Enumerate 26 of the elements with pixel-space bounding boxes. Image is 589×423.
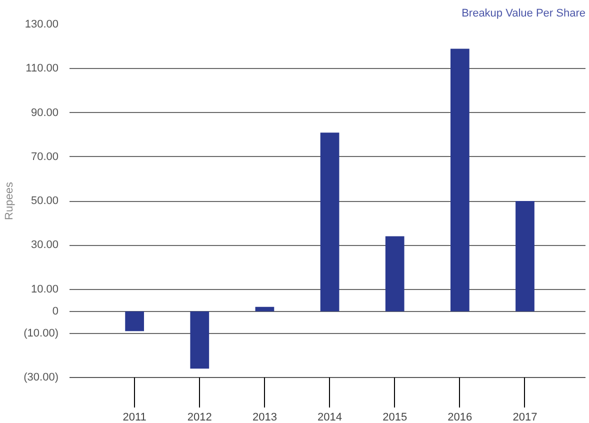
y-tick-label: 10.00 <box>30 283 59 296</box>
y-axis-title: Rupees <box>4 182 16 220</box>
y-tick-label: 90.00 <box>30 106 59 119</box>
y-tick-label: 30.00 <box>30 239 59 252</box>
bar <box>125 311 144 332</box>
x-tick-label: 2016 <box>448 412 472 423</box>
x-tick-label: 2012 <box>187 412 212 423</box>
x-tick-label: 2014 <box>318 412 342 423</box>
y-tick-label: 50.00 <box>30 195 59 207</box>
y-tick-label: 70.00 <box>30 150 59 163</box>
x-tick-label: 2013 <box>252 412 277 423</box>
bar <box>516 201 534 312</box>
y-tick-label: 130.00 <box>24 18 59 30</box>
x-tick-label: 2015 <box>382 412 408 423</box>
chart-title: Breakup Value Per Share <box>462 8 586 20</box>
y-tick-label: 110.00 <box>26 62 58 75</box>
x-tick-label: 2017 <box>512 412 538 423</box>
bar <box>320 132 340 312</box>
bar <box>255 306 274 312</box>
x-tick-label: 2011 <box>122 412 146 423</box>
y-tick-label: 0 <box>52 305 59 318</box>
y-tick-label: (10.00) <box>24 327 59 340</box>
bar <box>450 48 470 312</box>
bar <box>385 236 404 312</box>
bar <box>190 311 210 369</box>
y-tick-label: (30.00) <box>24 372 59 384</box>
